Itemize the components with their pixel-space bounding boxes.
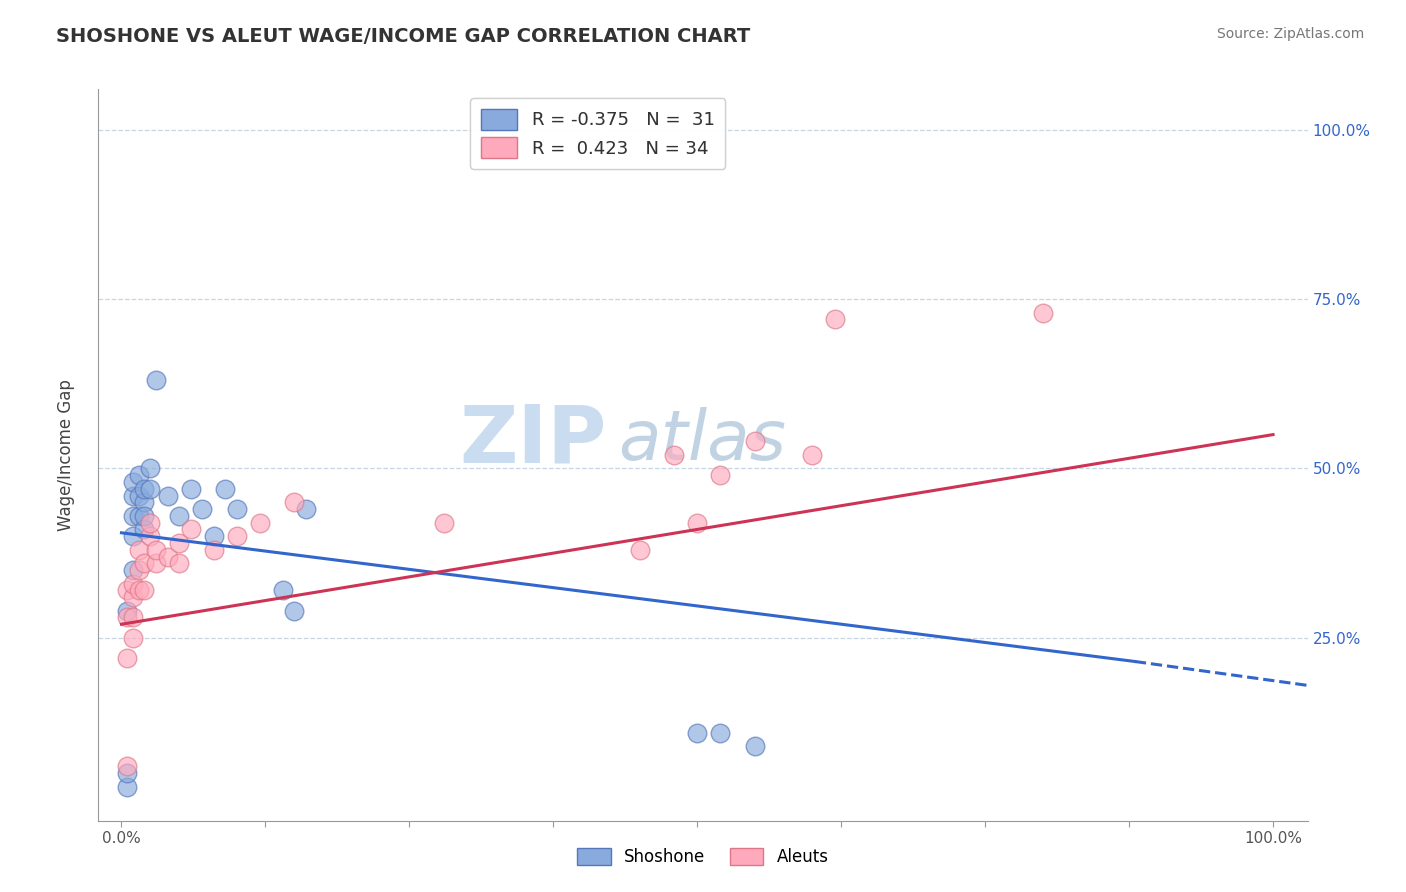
Point — [824, 312, 846, 326]
Point — [744, 739, 766, 753]
Point — [202, 542, 225, 557]
Point — [115, 610, 138, 624]
Text: Source: ZipAtlas.com: Source: ZipAtlas.com — [1216, 27, 1364, 41]
Point — [139, 516, 162, 530]
Point — [283, 604, 305, 618]
Point — [744, 434, 766, 449]
Text: SHOSHONE VS ALEUT WAGE/INCOME GAP CORRELATION CHART: SHOSHONE VS ALEUT WAGE/INCOME GAP CORREL… — [56, 27, 751, 45]
Point — [122, 563, 145, 577]
Point — [191, 502, 214, 516]
Point — [115, 759, 138, 773]
Point — [1032, 306, 1054, 320]
Point — [128, 563, 150, 577]
Point — [145, 542, 167, 557]
Point — [134, 523, 156, 537]
Point — [271, 583, 294, 598]
Point — [128, 542, 150, 557]
Point — [180, 482, 202, 496]
Point — [115, 766, 138, 780]
Point — [180, 523, 202, 537]
Point — [122, 508, 145, 523]
Point — [628, 542, 651, 557]
Point — [122, 475, 145, 489]
Point — [145, 373, 167, 387]
Y-axis label: Wage/Income Gap: Wage/Income Gap — [56, 379, 75, 531]
Point — [225, 529, 247, 543]
Point — [134, 482, 156, 496]
Point — [433, 516, 456, 530]
Point — [134, 495, 156, 509]
Point — [134, 508, 156, 523]
Point — [115, 651, 138, 665]
Point — [709, 725, 731, 739]
Point — [134, 556, 156, 570]
Point — [709, 468, 731, 483]
Point — [115, 583, 138, 598]
Point — [122, 631, 145, 645]
Point — [167, 556, 190, 570]
Point — [122, 590, 145, 604]
Point — [249, 516, 271, 530]
Point — [128, 468, 150, 483]
Point — [134, 583, 156, 598]
Legend: R = -0.375   N =  31, R =  0.423   N = 34: R = -0.375 N = 31, R = 0.423 N = 34 — [470, 98, 725, 169]
Point — [128, 489, 150, 503]
Point — [139, 482, 162, 496]
Point — [801, 448, 824, 462]
Point — [686, 725, 709, 739]
Point — [122, 529, 145, 543]
Point — [167, 508, 190, 523]
Point — [115, 604, 138, 618]
Point — [214, 482, 236, 496]
Point — [167, 536, 190, 550]
Point — [225, 502, 247, 516]
Point — [115, 780, 138, 794]
Point — [145, 556, 167, 570]
Legend: Shoshone, Aleuts: Shoshone, Aleuts — [569, 840, 837, 875]
Point — [156, 489, 179, 503]
Text: atlas: atlas — [619, 407, 786, 474]
Point — [664, 448, 686, 462]
Point — [139, 529, 162, 543]
Point — [128, 508, 150, 523]
Point — [202, 529, 225, 543]
Point — [156, 549, 179, 564]
Point — [139, 461, 162, 475]
Point — [122, 610, 145, 624]
Text: ZIP: ZIP — [458, 401, 606, 479]
Point — [128, 583, 150, 598]
Point — [122, 489, 145, 503]
Point — [122, 576, 145, 591]
Point — [294, 502, 316, 516]
Point — [283, 495, 305, 509]
Point — [686, 516, 709, 530]
